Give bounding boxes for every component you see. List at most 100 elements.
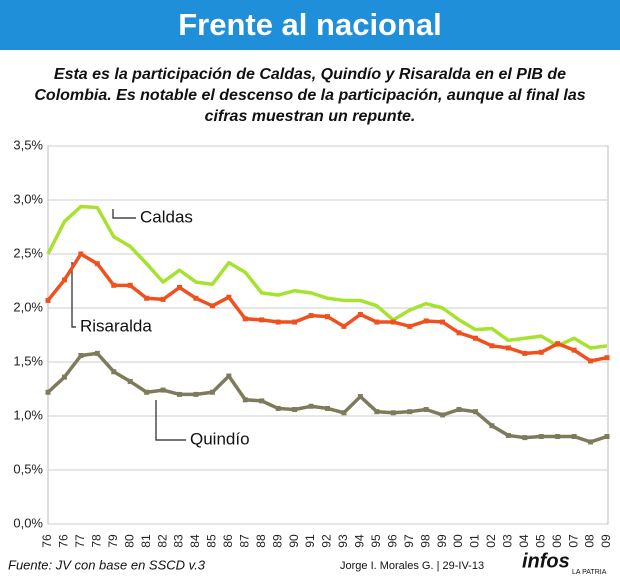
x-tick-label: 93	[336, 534, 350, 548]
series-label: Risaralda	[80, 316, 152, 335]
x-tick-label: 03	[501, 534, 515, 548]
point-marker	[160, 296, 166, 302]
x-tick-label: 81	[139, 534, 153, 548]
point-marker	[61, 277, 67, 283]
x-tick-label: 88	[254, 534, 268, 548]
x-tick-label: 06	[550, 534, 564, 548]
point-marker	[357, 311, 363, 317]
x-tick-label: 92	[320, 534, 334, 548]
point-marker	[193, 295, 199, 301]
x-tick-label: 77	[73, 534, 87, 548]
x-tick-label: 94	[353, 534, 367, 548]
x-tick-label: 09	[599, 534, 613, 548]
point-marker	[571, 347, 577, 353]
point-marker	[209, 389, 215, 395]
x-tick-label: 85	[205, 534, 219, 548]
credit: Jorge I. Morales G. | 29-IV-13	[340, 560, 484, 572]
point-marker	[177, 284, 183, 290]
point-marker	[193, 391, 199, 397]
point-marker	[94, 350, 100, 356]
point-marker	[522, 435, 528, 441]
point-marker	[472, 335, 478, 341]
point-marker	[259, 317, 265, 323]
point-marker	[374, 409, 380, 415]
x-tick-label: 07	[566, 534, 580, 548]
subtitle-box: Esta es la participación de Caldas, Quin…	[34, 66, 585, 125]
x-tick-label: 79	[106, 534, 120, 548]
x-tick-label: 08	[583, 534, 597, 548]
x-tick-label: 90	[287, 534, 301, 548]
point-marker	[538, 349, 544, 355]
point-marker	[259, 398, 265, 404]
point-marker	[45, 389, 51, 395]
point-marker	[604, 355, 610, 361]
y-tick-label: 3,0%	[13, 191, 43, 206]
point-marker	[308, 313, 314, 319]
x-tick-label: 97	[402, 534, 416, 548]
point-marker	[555, 434, 561, 440]
series-label: Caldas	[140, 207, 193, 226]
x-tick-label: 00	[451, 534, 465, 548]
x-tick-label: 76	[57, 534, 71, 548]
point-marker	[357, 394, 363, 400]
x-tick-label: 89	[270, 534, 284, 548]
point-marker	[292, 407, 298, 413]
point-marker	[341, 323, 347, 329]
point-marker	[407, 323, 413, 329]
logo: infos	[522, 550, 570, 572]
point-marker	[522, 350, 528, 356]
point-marker	[456, 407, 462, 413]
x-tick-label: 91	[303, 534, 317, 548]
point-marker	[505, 345, 511, 351]
x-tick-label: 80	[122, 534, 136, 548]
y-tick-label: 0,0%	[13, 515, 43, 530]
point-marker	[440, 412, 446, 418]
point-marker	[341, 410, 347, 416]
point-marker	[226, 294, 232, 300]
point-marker	[226, 373, 232, 379]
point-marker	[177, 391, 183, 397]
x-tick-label: 82	[155, 534, 169, 548]
series-line	[46, 351, 608, 444]
x-tick-label: 99	[435, 534, 449, 548]
point-marker	[325, 314, 330, 320]
y-tick-label: 1,0%	[13, 407, 43, 422]
point-marker	[308, 403, 314, 409]
point-marker	[456, 330, 462, 336]
header-band	[0, 0, 620, 50]
x-tick-label: 78	[89, 534, 103, 548]
point-marker	[144, 295, 150, 301]
source: Fuente: JV con base en SSCD v.3	[8, 557, 206, 572]
x-tick-label: 83	[172, 534, 186, 548]
point-marker	[489, 343, 495, 349]
point-marker	[275, 405, 281, 411]
point-marker	[111, 369, 117, 375]
x-tick-label: 95	[369, 534, 383, 548]
x-tick-label: 76	[40, 534, 54, 548]
point-marker	[325, 405, 330, 411]
x-tick-label: 05	[533, 534, 547, 548]
point-marker	[292, 319, 298, 325]
point-marker	[45, 297, 51, 303]
point-marker	[275, 319, 281, 325]
point-marker	[78, 251, 84, 257]
point-marker	[505, 432, 511, 438]
x-tick-label: 96	[385, 534, 399, 548]
x-tick-label: 87	[237, 534, 251, 548]
point-marker	[555, 341, 561, 347]
point-marker	[127, 282, 133, 288]
point-marker	[127, 378, 133, 384]
point-marker	[423, 318, 429, 324]
x-tick-label: 84	[188, 534, 202, 548]
leader-line	[71, 262, 76, 328]
point-marker	[94, 261, 100, 267]
point-marker	[588, 439, 594, 445]
series-line	[46, 204, 608, 350]
y-tick-label: 2,0%	[13, 299, 43, 314]
point-marker	[242, 316, 248, 322]
point-marker	[390, 319, 396, 325]
point-marker	[111, 282, 117, 288]
chart-title: Frente al nacional	[178, 7, 442, 42]
